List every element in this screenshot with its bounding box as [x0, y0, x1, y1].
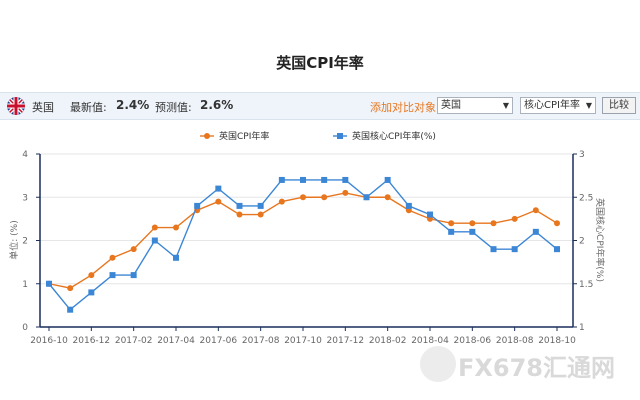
left-axis-title: 单位: (%): [8, 220, 20, 259]
watermark-logo-icon: [420, 346, 456, 382]
data-point: [67, 306, 74, 313]
data-point: [46, 280, 52, 287]
data-point: [278, 198, 285, 205]
data-point: [88, 272, 95, 279]
data-point: [109, 272, 116, 279]
data-point: [151, 224, 158, 231]
data-point: [342, 189, 349, 196]
data-point: [363, 194, 370, 201]
data-point: [384, 176, 391, 183]
data-point: [469, 220, 476, 227]
data-point: [67, 285, 74, 292]
right-tick-label: 3: [579, 150, 585, 160]
data-point: [300, 176, 306, 183]
data-point: [384, 194, 391, 201]
compare-button[interactable]: 比较: [602, 97, 636, 114]
data-point: [151, 237, 158, 244]
data-point: [215, 185, 222, 192]
x-tick-label: 2018-06: [454, 336, 492, 346]
data-point: [511, 246, 518, 253]
left-tick-label: 0: [22, 323, 28, 333]
data-point: [342, 176, 349, 183]
data-point: [194, 202, 201, 209]
data-point: [405, 202, 412, 209]
data-point: [257, 211, 264, 218]
legend-marker: [204, 133, 210, 139]
compare-label: 添加对比对象:: [370, 101, 440, 114]
compare-indicator-select[interactable]: 核心CPI年率 ▼: [520, 97, 596, 114]
left-tick-label: 4: [22, 150, 28, 160]
x-tick-label: 2017-12: [327, 336, 365, 346]
data-point: [554, 220, 560, 227]
data-point: [173, 224, 179, 231]
left-tick-label: 1: [22, 280, 28, 290]
legend-marker: [337, 133, 343, 139]
data-point: [490, 220, 497, 227]
data-point: [448, 220, 455, 227]
right-tick-label: 1: [579, 323, 585, 333]
data-point: [236, 211, 243, 218]
legend-label: 英国核心CPI年率(%): [352, 130, 436, 142]
data-point: [300, 194, 306, 201]
data-point: [554, 246, 560, 253]
watermark-text: FX678汇通网: [458, 354, 615, 382]
data-point: [321, 194, 328, 201]
dropdown-arrow-icon: ▼: [502, 101, 509, 110]
left-tick-label: 2: [22, 237, 28, 247]
data-point: [321, 176, 328, 183]
latest-value: 2.4%: [116, 98, 150, 112]
data-point: [88, 289, 95, 296]
data-point: [215, 198, 222, 205]
data-point: [278, 176, 285, 183]
x-tick-label: 2016-12: [73, 336, 111, 346]
x-tick-label: 2018-02: [369, 336, 407, 346]
compare-country-value: 英国: [441, 100, 461, 111]
x-tick-label: 2017-04: [157, 336, 195, 346]
data-point: [109, 254, 116, 261]
right-tick-label: 1.5: [579, 280, 593, 290]
left-tick-label: 3: [22, 193, 28, 203]
compare-indicator-value: 核心CPI年率: [524, 100, 580, 111]
latest-label: 最新值:: [70, 101, 107, 114]
right-tick-label: 2: [579, 237, 585, 247]
data-point: [257, 202, 264, 209]
x-tick-label: 2017-06: [200, 336, 238, 346]
data-point: [490, 246, 497, 253]
data-point: [427, 211, 433, 218]
legend-label: 英国CPI年率: [219, 130, 269, 142]
x-tick-label: 2017-10: [284, 336, 322, 346]
chart-title: 英国CPI年率: [276, 54, 364, 72]
right-axis-title: 英国核心CPI年率(%): [594, 198, 606, 282]
data-point: [511, 215, 518, 222]
x-tick-label: 2016-10: [30, 336, 68, 346]
forecast-label: 预测值:: [155, 101, 192, 114]
data-point: [532, 228, 539, 235]
compare-country-select[interactable]: 英国 ▼: [437, 97, 513, 114]
data-point: [173, 254, 179, 261]
data-point: [236, 202, 243, 209]
x-tick-label: 2017-02: [115, 336, 153, 346]
info-bar: 英国 最新值: 2.4% 预测值: 2.6% 添加对比对象: 英国 ▼ 核心CP…: [0, 92, 640, 120]
x-tick-label: 2018-10: [538, 336, 576, 346]
data-point: [448, 228, 455, 235]
x-tick-label: 2018-08: [496, 336, 534, 346]
data-point: [469, 228, 476, 235]
data-point: [532, 207, 539, 214]
x-tick-label: 2018-04: [411, 336, 449, 346]
data-point: [130, 272, 137, 279]
dropdown-arrow-icon: ▼: [585, 101, 592, 110]
right-tick-label: 2.5: [579, 193, 593, 203]
forecast-value: 2.6%: [200, 98, 234, 112]
country-name: 英国: [32, 101, 54, 114]
x-tick-label: 2017-08: [242, 336, 280, 346]
data-point: [130, 246, 137, 253]
